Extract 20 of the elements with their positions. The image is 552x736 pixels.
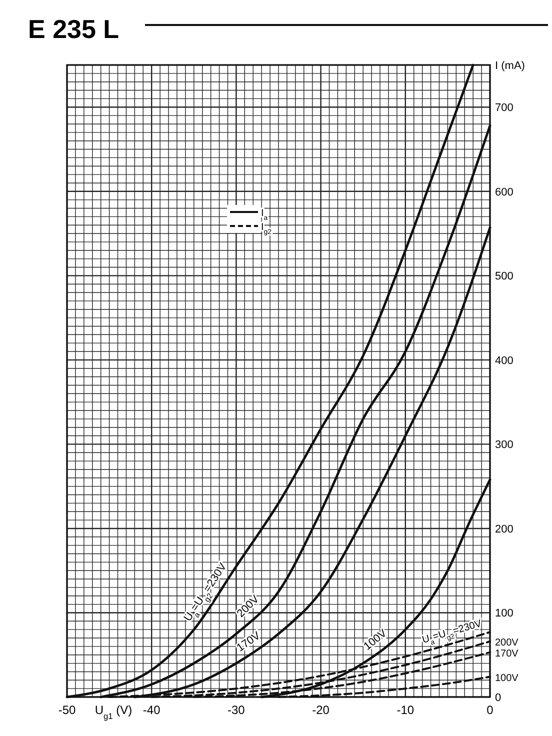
y-tick-label: 600: [495, 186, 514, 198]
y-tick-label: 300: [495, 439, 514, 452]
series-label: 200V: [495, 637, 519, 648]
y-axis-title: I (mA): [495, 60, 525, 72]
x-tick-label: -50: [58, 703, 76, 717]
x-tick-label: 0: [486, 703, 494, 717]
x-tick-label: -20: [312, 703, 330, 717]
chart-title: E 235 L: [28, 14, 120, 44]
x-tick-label: -40: [142, 703, 161, 717]
x-axis-title: U$_{g1}$ (V): [94, 703, 132, 721]
y-tick-label: 0: [495, 692, 502, 704]
x-tick-label: -10: [396, 703, 414, 717]
series-label: 100V: [495, 672, 519, 684]
y-tick-label: 400: [495, 354, 514, 367]
y-tick-label: 200: [495, 523, 514, 536]
y-tick-label: 700: [495, 102, 514, 114]
y-tick-label: 100: [495, 608, 514, 620]
series-label: 170V: [495, 648, 519, 660]
x-tick-label: -30: [228, 703, 246, 717]
y-tick-label: 500: [495, 270, 514, 283]
